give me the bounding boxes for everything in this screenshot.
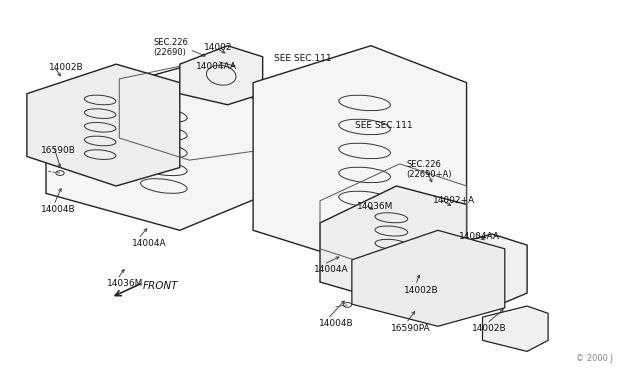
Text: SEC.226
(22690+A): SEC.226 (22690+A) (406, 160, 452, 179)
Text: SEC.226
(22690): SEC.226 (22690) (153, 38, 188, 57)
Text: 14004AA: 14004AA (459, 232, 500, 241)
Text: 14004A: 14004A (314, 264, 348, 273)
Polygon shape (27, 64, 180, 186)
Polygon shape (253, 46, 467, 267)
Text: 14004A: 14004A (132, 239, 166, 248)
Text: SEE SEC.111: SEE SEC.111 (355, 121, 413, 129)
Text: © 2000 J: © 2000 J (576, 354, 613, 363)
Text: 14002B: 14002B (404, 286, 439, 295)
Text: 16590PA: 16590PA (392, 324, 431, 333)
Text: 14036M: 14036M (106, 279, 143, 288)
Polygon shape (483, 306, 548, 352)
Polygon shape (180, 46, 262, 105)
Text: SEE SEC.111: SEE SEC.111 (274, 54, 332, 63)
Text: 14004B: 14004B (319, 319, 353, 328)
Text: FRONT: FRONT (143, 282, 179, 291)
Polygon shape (352, 230, 505, 326)
Text: 14036M: 14036M (357, 202, 394, 211)
Polygon shape (438, 234, 527, 308)
Text: 14002+A: 14002+A (433, 196, 476, 205)
Text: 14002B: 14002B (472, 324, 506, 333)
Text: 14002: 14002 (204, 43, 232, 52)
Text: 14002B: 14002B (49, 63, 84, 72)
Text: 14004B: 14004B (41, 205, 76, 215)
Polygon shape (46, 68, 269, 230)
Text: 16590B: 16590B (41, 147, 76, 155)
Text: 14004AA: 14004AA (196, 61, 237, 71)
Polygon shape (320, 186, 467, 304)
